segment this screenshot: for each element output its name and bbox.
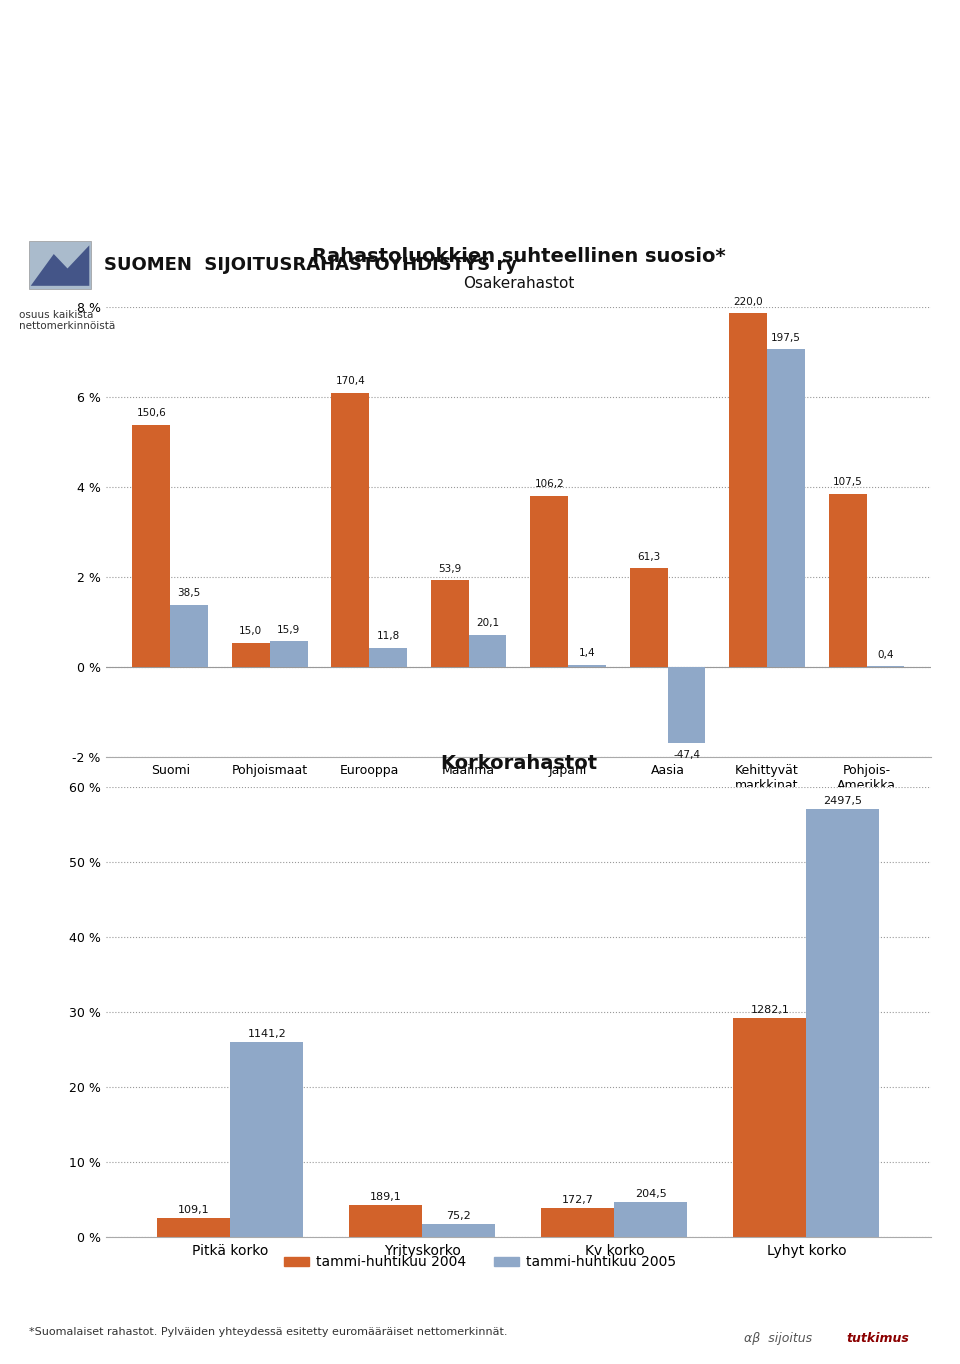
- Bar: [270, 641, 307, 667]
- Bar: [331, 393, 370, 667]
- Text: Osakerahastot: Osakerahastot: [463, 276, 574, 291]
- Text: 106,2: 106,2: [535, 480, 564, 490]
- Bar: [767, 349, 804, 667]
- Text: 20,1: 20,1: [476, 618, 499, 627]
- Bar: [806, 809, 879, 1237]
- Text: 53,9: 53,9: [438, 563, 462, 574]
- Bar: [730, 314, 767, 667]
- Text: 61,3: 61,3: [637, 551, 660, 562]
- Bar: [630, 569, 667, 667]
- Text: 38,5: 38,5: [178, 588, 201, 599]
- Bar: [568, 664, 606, 667]
- Text: 220,0: 220,0: [733, 296, 763, 307]
- Text: 150,6: 150,6: [136, 408, 166, 419]
- Bar: [468, 634, 507, 667]
- Text: 204,5: 204,5: [635, 1189, 667, 1199]
- Bar: [541, 1207, 614, 1237]
- Text: tutkimus: tutkimus: [847, 1331, 909, 1345]
- Text: 107,5: 107,5: [832, 477, 862, 487]
- Text: 15,9: 15,9: [277, 625, 300, 634]
- Legend: tammi-huhtikuu 2004, tammi-huhtikuu 2005: tammi-huhtikuu 2004, tammi-huhtikuu 2005: [278, 1249, 682, 1275]
- Text: 109,1: 109,1: [179, 1206, 209, 1215]
- Text: 15,0: 15,0: [239, 626, 262, 636]
- FancyBboxPatch shape: [29, 240, 91, 289]
- Bar: [667, 667, 706, 743]
- Text: 11,8: 11,8: [376, 632, 399, 641]
- Text: TOUKOKUU  2005: TOUKOKUU 2005: [372, 199, 588, 218]
- Text: 197,5: 197,5: [771, 333, 801, 342]
- Bar: [530, 496, 568, 667]
- Text: 1,4: 1,4: [579, 648, 595, 657]
- Bar: [132, 424, 170, 667]
- Bar: [422, 1225, 495, 1237]
- Text: SUOMEN  SIJOITUSRAHASTOYHDISTYS ry: SUOMEN SIJOITUSRAHASTOYHDISTYS ry: [104, 255, 516, 274]
- Text: Rahastoluokkien suhteellinen suosio*: Rahastoluokkien suhteellinen suosio*: [312, 247, 725, 266]
- Bar: [614, 1202, 687, 1237]
- Polygon shape: [31, 246, 89, 286]
- Bar: [232, 642, 270, 667]
- Text: *Suomalaiset rahastot. Pylväiden yhteydessä esitetty euromääräiset nettomerkinnä: *Suomalaiset rahastot. Pylväiden yhteyde…: [29, 1327, 507, 1337]
- Text: -47,4: -47,4: [673, 750, 700, 760]
- Bar: [230, 1042, 303, 1237]
- Bar: [349, 1204, 422, 1237]
- Text: αβ  sijoitus: αβ sijoitus: [744, 1331, 812, 1345]
- Text: 172,7: 172,7: [562, 1195, 594, 1204]
- Text: 0,4: 0,4: [877, 649, 894, 660]
- Bar: [170, 606, 208, 667]
- Bar: [733, 1018, 806, 1237]
- Bar: [157, 1218, 230, 1237]
- Text: 1282,1: 1282,1: [751, 1004, 789, 1015]
- Text: Korkorahastot: Korkorahastot: [440, 754, 597, 773]
- Text: RAHASTORAPORTTI: RAHASTORAPORTTI: [108, 123, 852, 184]
- Bar: [431, 580, 468, 667]
- Text: 75,2: 75,2: [446, 1211, 471, 1221]
- Bar: [828, 494, 867, 667]
- Text: 2497,5: 2497,5: [824, 797, 862, 806]
- Text: 170,4: 170,4: [335, 376, 365, 386]
- Text: 189,1: 189,1: [370, 1192, 402, 1202]
- Text: osuus kaikista
nettomerkinnöistä: osuus kaikista nettomerkinnöistä: [19, 310, 115, 331]
- Text: 1141,2: 1141,2: [248, 1028, 286, 1039]
- Bar: [370, 648, 407, 667]
